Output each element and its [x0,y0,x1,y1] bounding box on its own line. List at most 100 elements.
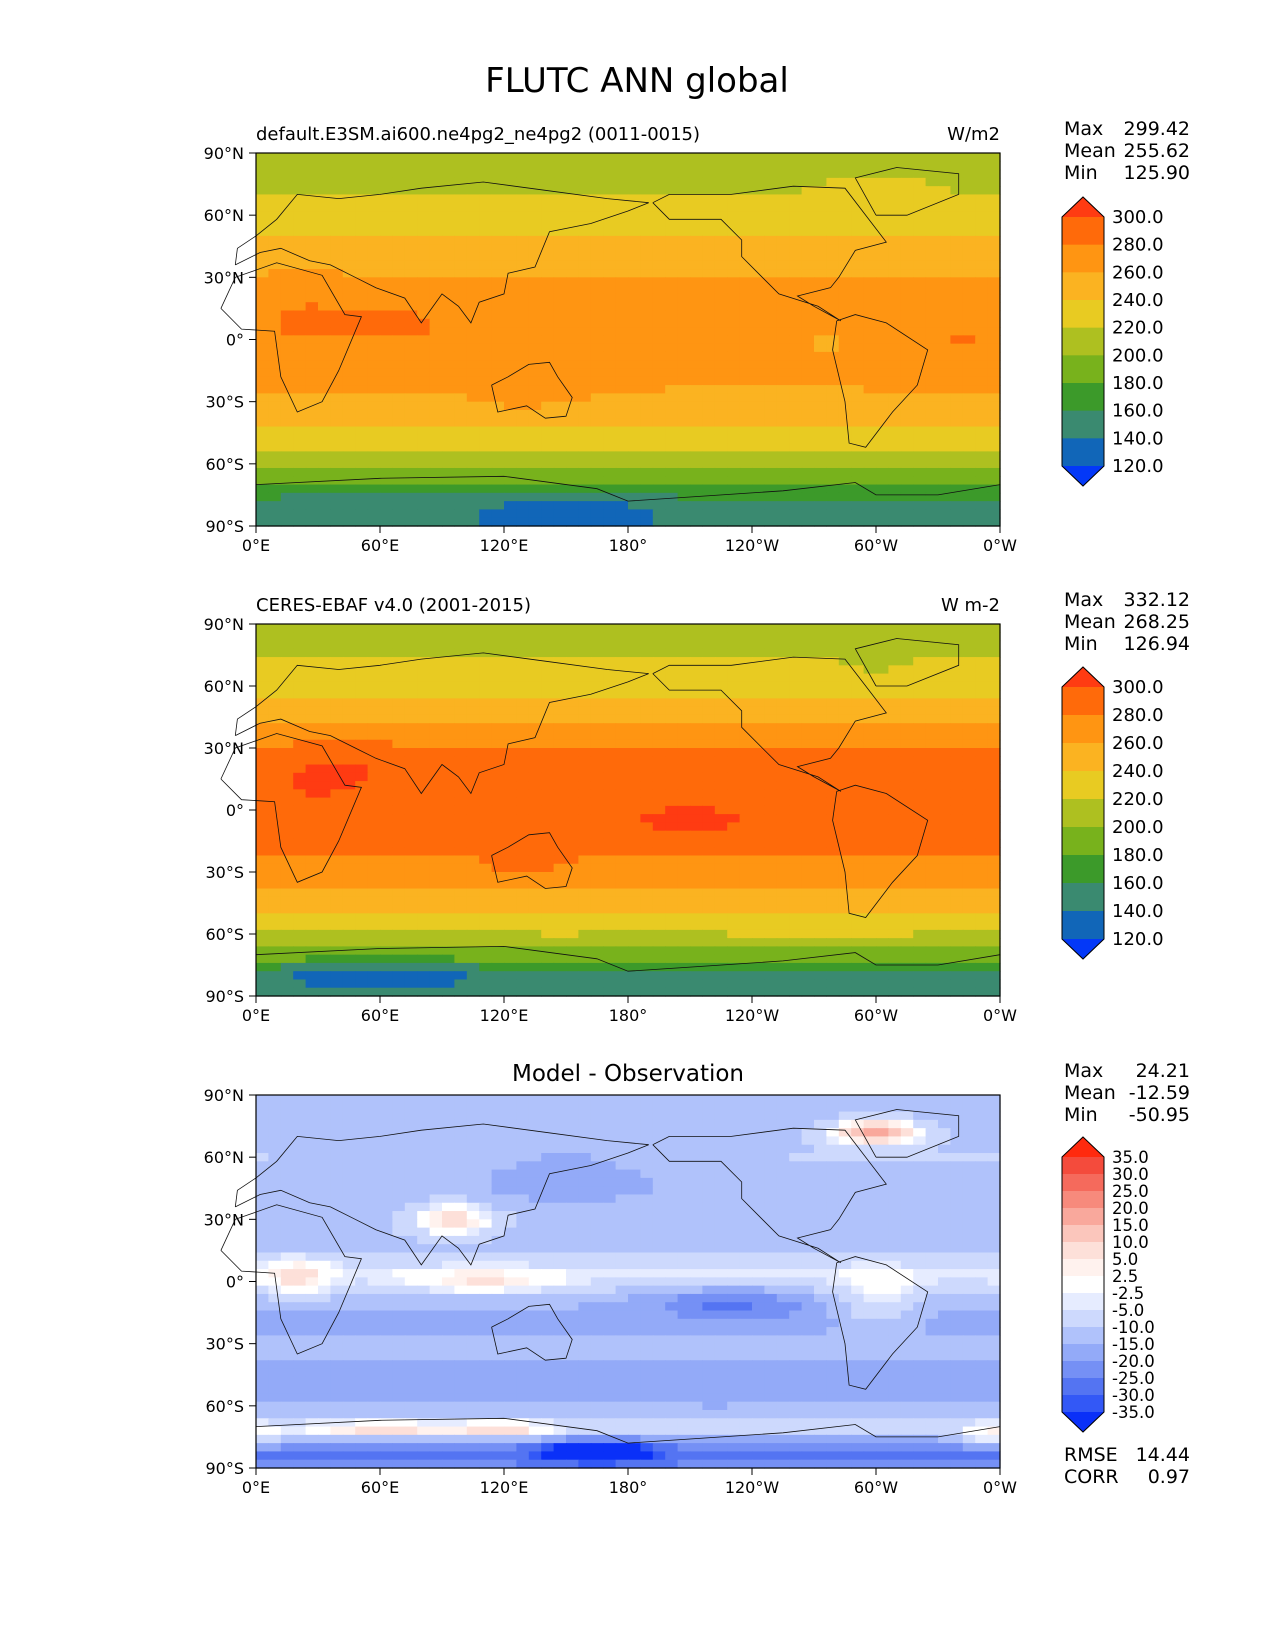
map-cell [491,880,505,890]
map-cell [814,657,827,666]
map-cell [256,227,269,237]
map-cell [690,517,703,527]
map-cell [962,640,976,650]
colorbar-cell [1062,300,1104,329]
map-cell [578,244,592,254]
map-cell [590,409,604,419]
map-cell [367,418,381,428]
map-cell [305,202,319,212]
map-cell [665,509,679,519]
map-cell [876,202,889,212]
map-cell [863,838,877,848]
map-cell [727,252,741,262]
map-cell [764,252,778,262]
map-cell [256,327,269,336]
map-cell [454,673,468,683]
map-cell [801,385,815,394]
map-cell [913,673,927,683]
map-cell [640,723,654,733]
map-cell [975,202,989,212]
map-cell [504,343,517,353]
map-cell [640,310,654,320]
map-cell [578,161,592,171]
map-cell [851,501,865,511]
map-cell [925,714,939,724]
map-cell [838,814,852,823]
map-cell [528,665,542,675]
map-cell [528,838,542,848]
map-cell [280,764,294,774]
panel-model-title: default.E3SM.ai600.ne4pg2_ne4pg2 (0011-0… [256,124,700,145]
map-cell [876,855,889,865]
map-cell [876,252,889,262]
map-cell [293,177,307,187]
map-cell [578,797,592,807]
map-cell [702,269,716,278]
map-cell [491,343,505,353]
map-cell [776,418,790,428]
map-cell [752,880,765,890]
map-cell [318,434,331,444]
map-cell [739,327,753,336]
map-cell [975,459,989,469]
map-cell [690,855,703,865]
x-tick-label: 120°W [725,536,780,555]
map-cell [355,781,369,790]
map-cell [628,872,641,881]
map-cell [702,252,716,262]
map-cell [305,624,319,633]
map-cell [479,219,493,229]
map-cell [752,467,765,477]
map-cell [553,665,567,675]
map-cell [541,624,555,633]
map-cell [628,847,641,857]
map-cell [677,211,691,220]
map-cell [256,731,269,741]
map-cell [739,277,753,287]
map-cell [590,376,604,386]
map-cell [268,202,282,212]
map-cell [367,401,381,411]
map-cell [429,681,443,691]
map-cell [789,285,803,295]
map-cell [528,467,542,477]
map-cell [987,476,1001,486]
map-cell [752,376,765,386]
map-cell [330,368,344,378]
map-cell [380,690,393,699]
map-cell [392,789,406,799]
colorbar-cell [1062,466,1104,486]
map-cell [826,913,840,923]
map-cell [367,393,381,403]
map-cell [330,169,344,179]
map-cell [330,327,344,336]
map-cell [863,451,877,461]
map-cell [714,418,728,428]
map-cell [925,260,939,270]
map-cell [938,764,951,774]
map-cell [938,269,951,278]
map-cell [603,277,617,287]
map-cell [578,293,592,303]
map-cell [789,624,803,633]
map-cell [863,855,877,865]
map-cell [305,269,319,278]
map-cell [392,202,406,212]
map-cell [975,847,989,857]
map-cell [392,814,406,823]
map-cell [454,921,468,931]
map-cell [826,492,840,502]
map-cell [652,640,666,650]
map-cell [615,260,629,270]
map-cell [814,177,827,187]
map-cell [280,335,294,345]
map-cell [640,888,654,898]
map-cell [404,310,418,320]
map-cell [330,681,344,691]
map-cell [553,913,567,923]
map-cell [330,690,344,699]
map-cell [479,252,493,262]
map-cell [714,310,728,320]
map-cell [603,789,617,799]
map-cell [590,517,604,527]
